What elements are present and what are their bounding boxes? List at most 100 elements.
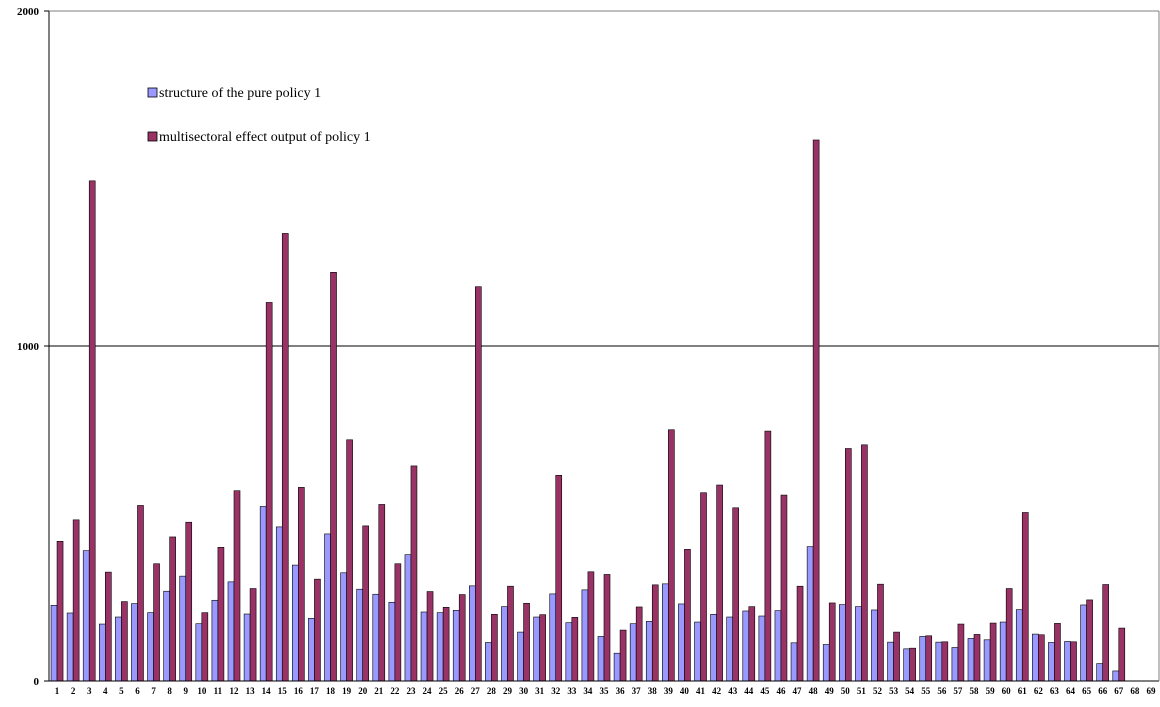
bar-pure-policy-37 (629, 623, 637, 682)
bar-pure-policy-29 (501, 606, 508, 682)
bar-multisectoral-37 (635, 606, 643, 682)
x-tick-label: 44 (744, 686, 754, 696)
bar-multisectoral-50 (845, 448, 852, 682)
bar-multisectoral-41 (700, 492, 707, 682)
bar-pure-policy-52 (871, 609, 878, 682)
bar-pure-policy-20 (356, 588, 363, 682)
x-tick-label: 7 (151, 686, 156, 696)
bar-pure-policy-48 (806, 546, 814, 682)
x-tick-label: 36 (616, 686, 626, 696)
y-tick-labels: 0 1000 2000 (17, 6, 40, 688)
bar-multisectoral-17 (314, 578, 321, 682)
x-tick-label: 18 (326, 686, 336, 696)
x-tick-label: 66 (1098, 686, 1108, 696)
bar-multisectoral-45 (764, 430, 772, 682)
bar-multisectoral-11 (217, 547, 225, 682)
bar-multisectoral-66 (1102, 584, 1109, 682)
bar-multisectoral-46 (780, 494, 788, 682)
bar-multisectoral-65 (1086, 599, 1093, 682)
bar-pure-policy-31 (533, 616, 540, 682)
bar-multisectoral-43 (732, 507, 739, 682)
bar-pure-policy-47 (790, 642, 798, 682)
x-tick-label: 50 (841, 686, 851, 696)
bar-pure-policy-41 (694, 621, 701, 682)
bar-multisectoral-14 (265, 302, 273, 682)
x-tick-label: 58 (970, 686, 980, 696)
bar-multisectoral-19 (346, 439, 353, 682)
x-tick-label: 60 (1002, 686, 1012, 696)
bar-multisectoral-62 (1038, 634, 1045, 682)
x-tick-label: 15 (278, 686, 288, 696)
bar-multisectoral-29 (507, 585, 514, 682)
bar-multisectoral-57 (957, 623, 965, 682)
bar-multisectoral-34 (587, 571, 595, 682)
bar-pure-policy-24 (420, 611, 428, 682)
x-tick-label: 6 (135, 686, 140, 696)
bar-pure-policy-59 (983, 639, 991, 682)
bar-multisectoral-30 (523, 602, 530, 682)
x-tick-label: 26 (455, 686, 465, 696)
bars (50, 139, 1126, 682)
bar-pure-policy-15 (275, 526, 283, 682)
bar-pure-policy-34 (581, 589, 589, 682)
x-tick-label: 38 (648, 686, 658, 696)
bar-pure-policy-26 (452, 610, 460, 682)
x-tick-label: 31 (535, 686, 545, 696)
bar-multisectoral-51 (861, 444, 868, 682)
x-tick-label: 30 (519, 686, 529, 696)
bar-pure-policy-8 (163, 590, 170, 682)
bar-multisectoral-42 (716, 484, 723, 682)
x-tick-label: 64 (1066, 686, 1076, 696)
bar-pure-policy-28 (485, 642, 492, 682)
x-tick-label: 62 (1034, 686, 1044, 696)
x-tick-label: 69 (1146, 686, 1156, 696)
bar-multisectoral-49 (828, 602, 836, 682)
bar-pure-policy-38 (645, 621, 653, 682)
bar-multisectoral-25 (442, 606, 450, 682)
bar-pure-policy-6 (131, 603, 138, 682)
x-tick-label: 59 (986, 686, 996, 696)
bar-pure-policy-36 (613, 652, 621, 682)
x-tick-label: 3 (87, 686, 92, 696)
x-tick-label: 35 (600, 686, 610, 696)
x-tick-label: 68 (1130, 686, 1140, 696)
bar-multisectoral-8 (169, 536, 176, 682)
x-tick-label: 63 (1050, 686, 1060, 696)
bar-pure-policy-9 (179, 575, 187, 682)
x-tick-label: 57 (953, 686, 963, 696)
bar-pure-policy-64 (1064, 641, 1071, 682)
x-tick-label: 14 (262, 686, 272, 696)
bar-pure-policy-13 (243, 613, 251, 682)
bar-multisectoral-4 (105, 571, 112, 682)
bar-multisectoral-52 (877, 583, 884, 682)
bar-multisectoral-54 (909, 647, 916, 682)
x-tick-label: 16 (294, 686, 304, 696)
bar-multisectoral-12 (233, 490, 241, 682)
bar-pure-policy-12 (227, 581, 235, 682)
bar-pure-policy-17 (308, 618, 315, 682)
bar-pure-policy-18 (324, 533, 331, 682)
bar-pure-policy-49 (822, 644, 830, 682)
x-tick-label: 21 (374, 686, 384, 696)
x-tick-label: 13 (246, 686, 256, 696)
bar-pure-policy-46 (774, 610, 782, 682)
x-tick-label: 25 (439, 686, 449, 696)
x-tick-label: 22 (390, 686, 400, 696)
x-tick-label: 48 (809, 686, 819, 696)
bar-multisectoral-38 (651, 584, 659, 682)
bar-pure-policy-58 (967, 638, 975, 682)
x-tick-label: 49 (825, 686, 835, 696)
x-tick-label: 53 (889, 686, 899, 696)
bar-multisectoral-55 (925, 635, 933, 682)
bar-multisectoral-13 (249, 588, 257, 682)
x-tick-label: 47 (793, 686, 803, 696)
x-tick-label: 1 (55, 686, 60, 696)
bar-multisectoral-28 (491, 614, 498, 682)
bar-pure-policy-3 (82, 550, 90, 682)
bar-pure-policy-42 (710, 614, 717, 682)
bar-multisectoral-21 (378, 504, 386, 682)
bar-multisectoral-44 (748, 606, 756, 682)
x-tick-label: 43 (728, 686, 738, 696)
bar-pure-policy-23 (404, 554, 412, 682)
